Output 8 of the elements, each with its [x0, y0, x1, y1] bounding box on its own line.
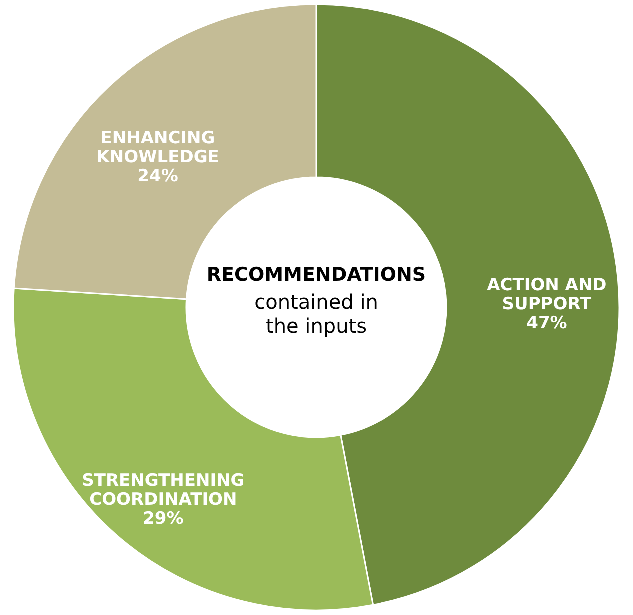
text: contained in the inputs: [254, 290, 378, 338]
slice-label: STRENGTHENING COORDINATION: [82, 471, 245, 510]
text: RECOMMENDATIONS: [206, 264, 426, 286]
slice-label: ENHANCING KNOWLEDGE: [96, 128, 220, 168]
slice-label: ACTION AND SUPPORT: [487, 276, 607, 315]
data-label: 47%: [526, 314, 568, 334]
data-label: 29%: [143, 509, 184, 530]
data-label: 24%: [138, 166, 178, 187]
